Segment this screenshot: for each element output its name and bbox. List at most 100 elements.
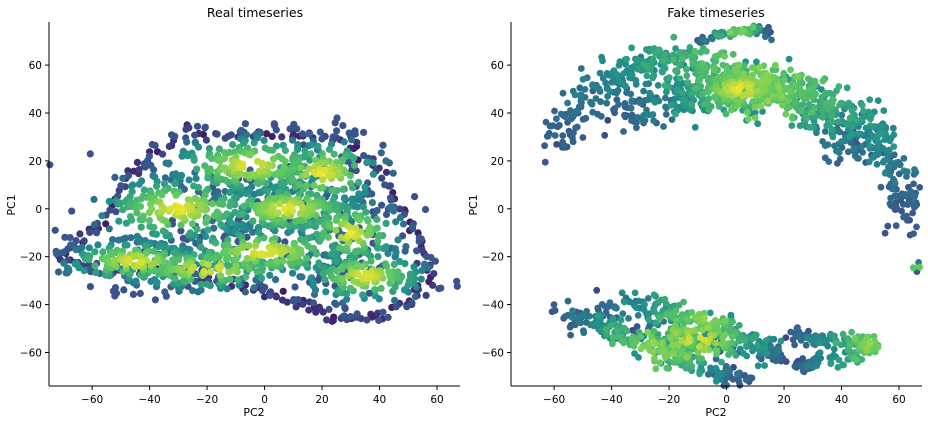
real-data-point (272, 293, 280, 301)
fake-data-point (890, 151, 898, 159)
real-data-point (225, 268, 233, 276)
real-data-point (217, 221, 225, 229)
left-y-label: PC1 (5, 194, 18, 215)
real-data-point (202, 136, 210, 144)
real-data-point (322, 288, 330, 296)
fake-data-point (761, 362, 768, 369)
fake-data-point (808, 108, 816, 116)
real-data-point (210, 255, 218, 263)
real-data-point (309, 299, 318, 307)
fake-data-point (654, 82, 662, 89)
real-data-point (351, 130, 359, 138)
fake-data-point (850, 145, 858, 153)
real-data-point (396, 257, 404, 266)
real-data-point (180, 277, 188, 285)
right-y-tick-label: −40 (482, 300, 504, 312)
real-data-point (200, 267, 208, 275)
fake-data-point (838, 111, 846, 119)
right-x-tick-label: 40 (835, 394, 848, 406)
fake-data-point (557, 110, 565, 118)
fake-data-point (582, 114, 590, 122)
fake-data-point (837, 341, 845, 349)
fake-data-point (676, 75, 684, 82)
fake-data-point (567, 331, 574, 339)
fake-data-point (662, 111, 670, 118)
fake-data-point (873, 133, 881, 141)
real-data-point (320, 214, 328, 222)
real-data-point (305, 130, 313, 138)
fake-data-point (787, 328, 795, 336)
fake-data-point (577, 65, 585, 72)
real-data-point (249, 217, 257, 225)
real-data-point (268, 132, 276, 141)
real-data-point (197, 280, 205, 288)
real-data-point (421, 205, 430, 214)
fake-data-point (661, 354, 669, 361)
real-data-point (363, 274, 371, 282)
real-data-point (212, 239, 220, 247)
fake-data-point (644, 328, 652, 336)
real-data-point (136, 238, 144, 246)
real-data-point (413, 247, 421, 255)
fake-data-point (613, 89, 620, 97)
fake-data-point (633, 124, 640, 132)
left-title: Real timeseries (207, 5, 303, 20)
fake-data-point (858, 356, 866, 363)
real-data-point (258, 274, 266, 282)
real-data-point (377, 284, 385, 292)
fake-data-point (873, 160, 881, 168)
real-data-point (251, 242, 260, 250)
real-data-point (369, 170, 377, 178)
real-data-point (240, 202, 248, 210)
fake-data-point (911, 200, 918, 208)
real-data-point (294, 145, 302, 153)
real-data-point (144, 161, 152, 169)
real-data-point (324, 171, 332, 179)
fake-data-point (785, 97, 793, 104)
fake-data-point (834, 118, 842, 125)
real-data-point (307, 150, 315, 158)
real-data-point (258, 161, 266, 169)
fake-data-point (822, 89, 830, 97)
fake-data-point (728, 106, 735, 114)
fake-data-point (696, 370, 703, 378)
fake-data-point (728, 333, 736, 340)
real-data-point (190, 156, 198, 164)
fake-data-point (705, 95, 712, 103)
real-data-point (333, 114, 341, 122)
fake-data-point (643, 62, 651, 70)
fake-data-point (802, 341, 810, 349)
left-x-tick-label: 0 (261, 394, 268, 406)
fake-data-point (909, 264, 917, 272)
fake-data-point (849, 130, 856, 138)
fake-data-point (541, 142, 548, 150)
real-data-point (207, 268, 215, 276)
real-data-point (374, 253, 382, 261)
fake-data-point (589, 82, 596, 89)
real-data-point (302, 260, 310, 268)
fake-data-point (603, 99, 611, 107)
fake-data-point (799, 101, 807, 108)
fake-data-point (637, 345, 645, 353)
fake-data-point (672, 67, 679, 74)
fake-data-point (775, 346, 783, 354)
fake-data-point (751, 103, 759, 111)
real-data-point (332, 216, 340, 224)
fake-data-point (645, 310, 653, 318)
fake-data-point (613, 71, 621, 78)
real-data-point (242, 131, 251, 139)
real-data-point (191, 131, 199, 139)
left-x-tick-label: −40 (139, 394, 161, 406)
real-data-point (171, 180, 179, 188)
fake-data-point (775, 83, 783, 91)
fake-data-point (701, 314, 708, 321)
real-data-point (363, 158, 371, 166)
real-data-point (201, 162, 209, 170)
fake-data-point (696, 76, 704, 84)
real-data-point (453, 282, 461, 290)
real-data-point (289, 130, 297, 139)
fake-data-point (668, 116, 676, 123)
fake-data-point (580, 311, 588, 318)
fake-data-point (650, 354, 658, 362)
fake-data-point (832, 339, 840, 347)
